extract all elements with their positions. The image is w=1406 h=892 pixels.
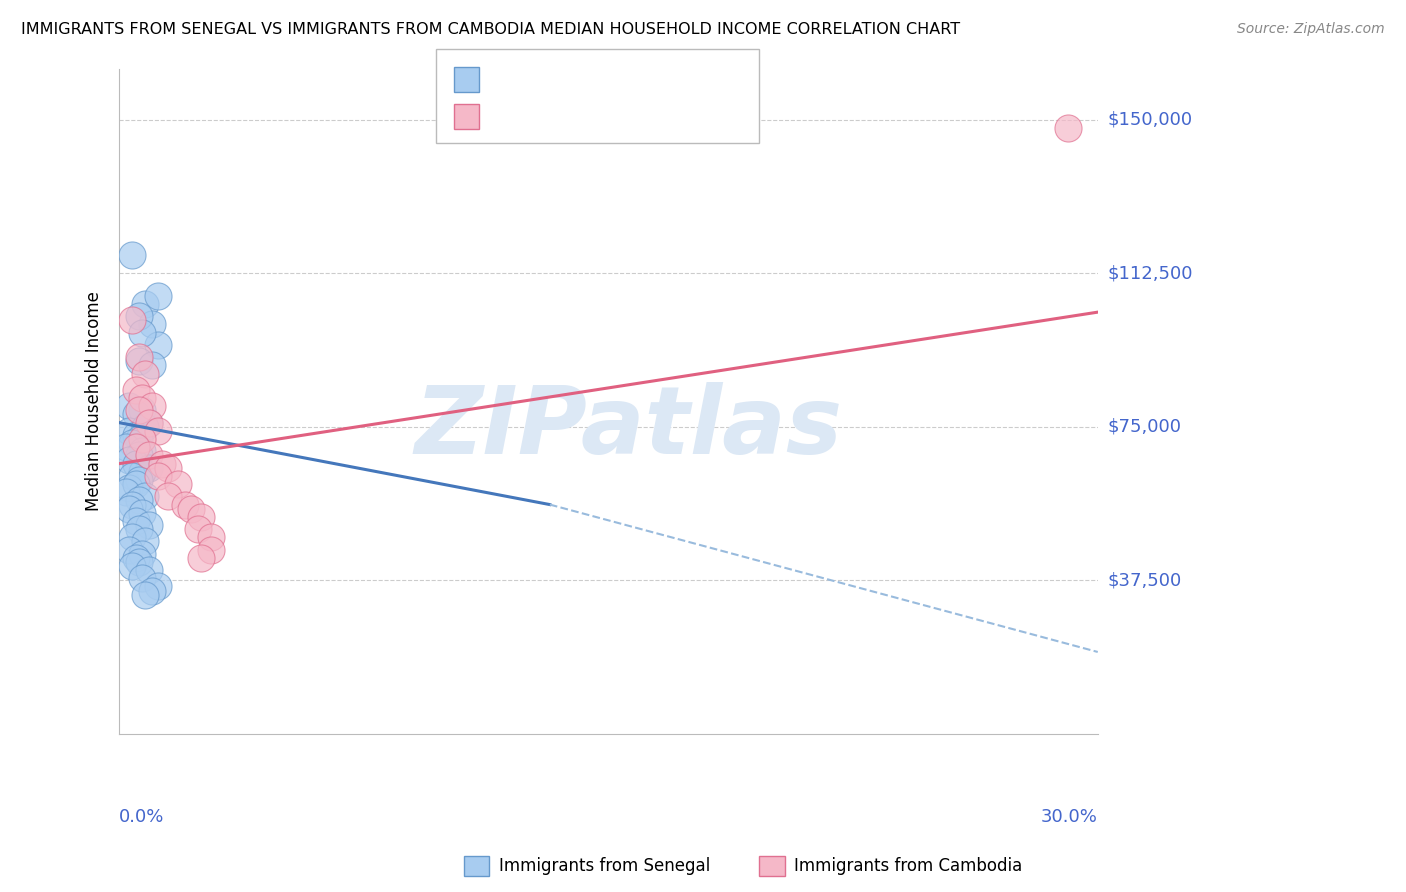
Point (121, 530, 143, 544)
Text: N = 25: N = 25 (614, 107, 688, 127)
Text: $112,500: $112,500 (1108, 264, 1194, 282)
Point (131, 571, 153, 585)
Point (131, 391, 153, 405)
Text: Immigrants from Cambodia: Immigrants from Cambodia (794, 857, 1022, 875)
Text: 30.0%: 30.0% (1040, 807, 1098, 826)
Point (114, 440, 136, 454)
Point (128, 350, 150, 364)
Point (138, 416, 160, 430)
Point (124, 408, 146, 422)
Point (200, 542, 222, 557)
Y-axis label: Median Household Income: Median Household Income (86, 292, 103, 511)
Point (124, 440, 146, 454)
Point (124, 428, 146, 442)
Point (118, 400, 141, 414)
Point (141, 318, 163, 332)
Point (114, 485, 136, 500)
Text: ZIPatlas: ZIPatlas (413, 382, 842, 474)
Point (190, 550, 212, 565)
Point (138, 416, 160, 430)
Point (138, 563, 160, 577)
Text: $37,500: $37,500 (1108, 571, 1182, 590)
Point (141, 400, 163, 414)
Text: R =  0.250: R = 0.250 (488, 108, 583, 126)
Point (173, 498, 195, 512)
Point (121, 469, 143, 483)
Point (128, 473, 150, 487)
Point (131, 506, 153, 520)
Point (138, 460, 160, 475)
Text: R = -0.277: R = -0.277 (488, 70, 585, 88)
Point (128, 449, 150, 463)
Point (134, 419, 156, 434)
Text: IMMIGRANTS FROM SENEGAL VS IMMIGRANTS FROM CAMBODIA MEDIAN HOUSEHOLD INCOME CORR: IMMIGRANTS FROM SENEGAL VS IMMIGRANTS FR… (21, 22, 960, 37)
Point (131, 403, 153, 417)
Point (141, 359, 163, 373)
Text: $75,000: $75,000 (1108, 417, 1181, 436)
Point (134, 489, 156, 503)
Text: N = 50: N = 50 (614, 70, 688, 89)
Point (150, 457, 173, 471)
Point (128, 432, 150, 446)
Point (141, 583, 163, 598)
Point (124, 550, 146, 565)
Point (180, 501, 202, 516)
Point (131, 465, 153, 479)
Point (128, 493, 150, 508)
Point (134, 588, 156, 602)
Point (138, 449, 160, 463)
Point (131, 432, 153, 446)
Point (118, 501, 141, 516)
Point (121, 436, 143, 450)
Point (138, 518, 160, 533)
Point (121, 498, 143, 512)
Point (128, 555, 150, 569)
Point (128, 522, 150, 536)
Point (118, 424, 141, 438)
Point (200, 530, 222, 544)
Point (128, 354, 150, 368)
Point (118, 452, 141, 467)
Text: Source: ZipAtlas.com: Source: ZipAtlas.com (1237, 22, 1385, 37)
Point (167, 477, 190, 491)
Point (118, 481, 141, 495)
Point (121, 559, 143, 574)
Point (121, 248, 143, 262)
Point (118, 542, 141, 557)
Point (148, 338, 170, 352)
Point (124, 477, 146, 491)
Point (134, 297, 156, 311)
Point (187, 522, 209, 536)
Point (190, 509, 212, 524)
Point (148, 469, 170, 483)
Point (124, 514, 146, 528)
Point (157, 489, 180, 503)
Point (131, 444, 153, 458)
Point (131, 547, 153, 561)
Point (134, 367, 156, 381)
Text: 0.0%: 0.0% (120, 807, 165, 826)
Point (148, 579, 170, 593)
Point (128, 310, 150, 324)
Point (157, 460, 180, 475)
Text: Immigrants from Senegal: Immigrants from Senegal (499, 857, 710, 875)
Point (128, 403, 150, 417)
Point (134, 534, 156, 549)
Text: $150,000: $150,000 (1108, 111, 1192, 128)
Point (121, 313, 143, 327)
Point (124, 457, 146, 471)
Point (148, 289, 170, 303)
Point (124, 383, 146, 397)
Point (131, 326, 153, 340)
Point (1057, 120, 1080, 135)
Point (148, 424, 170, 438)
